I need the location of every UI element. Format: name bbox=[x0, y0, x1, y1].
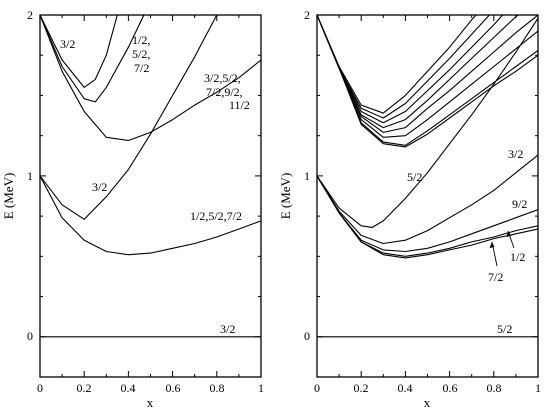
right-ytick-label: 2 bbox=[304, 8, 310, 22]
left-series-line-5 bbox=[40, 15, 145, 103]
left-annotation: 3/2 bbox=[60, 37, 75, 51]
right-annotation: 1/2 bbox=[510, 250, 525, 264]
left-series-line-2 bbox=[40, 15, 218, 220]
left-ytick-label: 2 bbox=[27, 8, 33, 22]
left-xtick-label: 0.6 bbox=[166, 381, 181, 395]
right-annotation: 5/2 bbox=[497, 322, 512, 336]
left-annotation: 7/2 bbox=[134, 61, 149, 75]
left-ytick-label: 1 bbox=[27, 169, 33, 183]
right-panel: 0 0.2 0.4 0.6 0.8 1 0 1 2 x E (MeV) 5/2 … bbox=[278, 8, 541, 410]
right-xtick-label: 0.4 bbox=[398, 381, 413, 395]
right-series-line-9 bbox=[317, 15, 504, 124]
right-ytick-label: 0 bbox=[304, 329, 310, 343]
right-ytick-label: 1 bbox=[304, 169, 310, 183]
right-annotation: 9/2 bbox=[512, 197, 527, 211]
left-annotation: 1/2,5/2,7/2 bbox=[190, 209, 242, 223]
left-series-line-6 bbox=[40, 15, 261, 142]
right-series-line-5 bbox=[317, 175, 538, 257]
right-xtick-label: 0.2 bbox=[354, 381, 369, 395]
right-series-line-11 bbox=[317, 15, 538, 133]
left-panel: 0 0.2 0.4 0.6 0.8 1 0 1 2 x E (MeV) 3/2 … bbox=[1, 8, 264, 410]
left-x-axis-label: x bbox=[147, 395, 154, 410]
left-xtick-label: 1 bbox=[258, 381, 264, 395]
left-xtick-label: 0.8 bbox=[210, 381, 225, 395]
right-series-line-12 bbox=[317, 15, 538, 138]
left-annotation: 7/2,9/2, bbox=[206, 85, 243, 99]
left-annotation: 5/2, bbox=[132, 47, 150, 61]
left-xtick-label: 0 bbox=[37, 381, 43, 395]
right-series-line-4 bbox=[317, 175, 538, 253]
left-xtick-label: 0.4 bbox=[121, 381, 136, 395]
left-y-axis-label: E (MeV) bbox=[1, 173, 16, 220]
left-annotation: 11/2 bbox=[229, 98, 250, 112]
right-xtick-label: 0.8 bbox=[487, 381, 502, 395]
annotation-arrowhead bbox=[506, 231, 512, 237]
right-series-line-6 bbox=[317, 175, 538, 259]
right-series-line-3 bbox=[317, 154, 538, 245]
right-annotation: 3/2 bbox=[508, 147, 523, 161]
left-ytick-label: 0 bbox=[27, 329, 33, 343]
left-curves bbox=[40, 15, 261, 338]
left-annotation: 3/2 bbox=[220, 322, 235, 336]
right-x-axis-label: x bbox=[424, 395, 431, 410]
left-series-line-4 bbox=[40, 15, 118, 88]
right-annotation: 5/2 bbox=[407, 170, 422, 184]
right-xtick-label: 0.6 bbox=[443, 381, 458, 395]
left-annotation: 3/2 bbox=[92, 180, 107, 194]
right-series-line-7 bbox=[317, 15, 477, 114]
right-series-line-13 bbox=[317, 15, 538, 146]
left-series-line-3 bbox=[40, 175, 261, 256]
right-series-line-2 bbox=[317, 17, 538, 228]
annotation-arrowhead bbox=[489, 242, 495, 248]
right-annotation: 7/2 bbox=[488, 270, 503, 284]
left-xtick-label: 0.2 bbox=[77, 381, 92, 395]
right-xtick-label: 0 bbox=[314, 381, 320, 395]
left-annotation: 1/2, bbox=[132, 33, 150, 47]
right-series-line-14 bbox=[317, 15, 538, 148]
right-xtick-label: 1 bbox=[535, 381, 541, 395]
left-annotation: 3/2,5/2, bbox=[204, 71, 241, 85]
right-y-axis-label: E (MeV) bbox=[278, 173, 293, 220]
right-curves bbox=[317, 15, 538, 338]
